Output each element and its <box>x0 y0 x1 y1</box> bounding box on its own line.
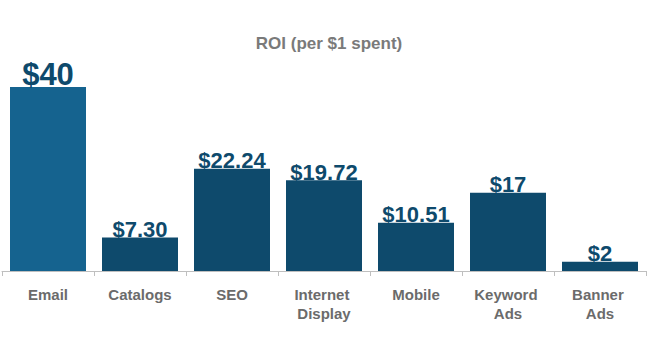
svg-text:Ads: Ads <box>494 305 522 322</box>
svg-text:$22.24: $22.24 <box>198 148 266 173</box>
svg-text:$19.72: $19.72 <box>290 160 357 185</box>
svg-text:$17: $17 <box>490 172 527 197</box>
svg-text:$10.51: $10.51 <box>382 202 449 227</box>
svg-text:SEO: SEO <box>216 286 248 303</box>
svg-text:Display: Display <box>297 305 351 322</box>
svg-text:Email: Email <box>28 286 68 303</box>
svg-text:Mobile: Mobile <box>392 286 440 303</box>
svg-text:Ads: Ads <box>586 305 614 322</box>
svg-text:$40: $40 <box>22 57 74 92</box>
svg-text:$7.30: $7.30 <box>112 217 167 242</box>
svg-text:$2: $2 <box>588 241 612 266</box>
svg-text:Banner: Banner <box>572 286 628 303</box>
svg-text:ROI (per $1 spent): ROI (per $1 spent) <box>256 34 402 53</box>
svg-text:Internet: Internet <box>294 286 353 303</box>
svg-text:Keyword: Keyword <box>474 286 542 303</box>
svg-text:Catalogs: Catalogs <box>108 286 171 303</box>
